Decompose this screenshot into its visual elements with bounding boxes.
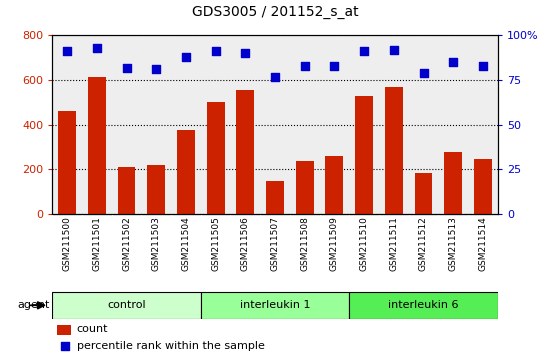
Text: GDS3005 / 201152_s_at: GDS3005 / 201152_s_at (192, 5, 358, 19)
Point (449, 59, 458, 65)
Point (389, 47, 398, 52)
Bar (236, 90, 254, 214)
Text: GSM211502: GSM211502 (122, 217, 131, 271)
Bar (415, 173, 432, 214)
Text: interleukin 1: interleukin 1 (240, 300, 310, 310)
Text: GSM211505: GSM211505 (211, 217, 220, 272)
Text: control: control (107, 300, 146, 310)
Bar (349, 292, 498, 319)
Text: GSM211501: GSM211501 (92, 217, 101, 272)
Point (478, 63, 487, 69)
Point (241, 50, 250, 56)
Text: GSM211509: GSM211509 (330, 217, 339, 272)
Point (122, 65, 131, 70)
Text: GSM211500: GSM211500 (63, 217, 72, 272)
Point (60, 343, 69, 349)
Bar (444, 152, 462, 214)
Text: GSM211508: GSM211508 (300, 217, 309, 272)
Point (152, 67, 161, 72)
Point (271, 74, 279, 79)
Text: percentile rank within the sample: percentile rank within the sample (77, 341, 265, 351)
Text: interleukin 6: interleukin 6 (388, 300, 459, 310)
Point (182, 54, 190, 60)
Bar (266, 181, 284, 214)
Bar (147, 165, 165, 214)
Bar (88, 77, 106, 214)
Bar (355, 96, 373, 214)
Text: GSM211503: GSM211503 (152, 217, 161, 272)
Bar (296, 161, 314, 214)
Point (360, 48, 368, 54)
Bar (52, 292, 201, 319)
Bar (326, 156, 343, 214)
Text: agent: agent (17, 300, 50, 310)
Text: GSM211513: GSM211513 (449, 217, 458, 272)
Bar (474, 159, 492, 214)
Text: GSM211512: GSM211512 (419, 217, 428, 271)
Bar (57, 325, 71, 335)
Bar (177, 130, 195, 214)
Point (419, 70, 428, 76)
Text: GSM211507: GSM211507 (271, 217, 279, 272)
Text: GSM211511: GSM211511 (389, 217, 398, 272)
Point (330, 63, 339, 69)
Text: GSM211506: GSM211506 (241, 217, 250, 272)
Point (92, 45, 101, 51)
Point (63, 48, 72, 54)
Bar (207, 102, 224, 214)
Bar (118, 167, 135, 214)
Text: GSM211504: GSM211504 (182, 217, 190, 271)
Point (211, 48, 220, 54)
Text: GSM211510: GSM211510 (360, 217, 368, 272)
Point (300, 63, 309, 69)
Bar (385, 87, 403, 214)
Text: count: count (77, 324, 108, 334)
Bar (201, 292, 349, 319)
Text: GSM211514: GSM211514 (478, 217, 487, 271)
Bar (58, 112, 76, 214)
